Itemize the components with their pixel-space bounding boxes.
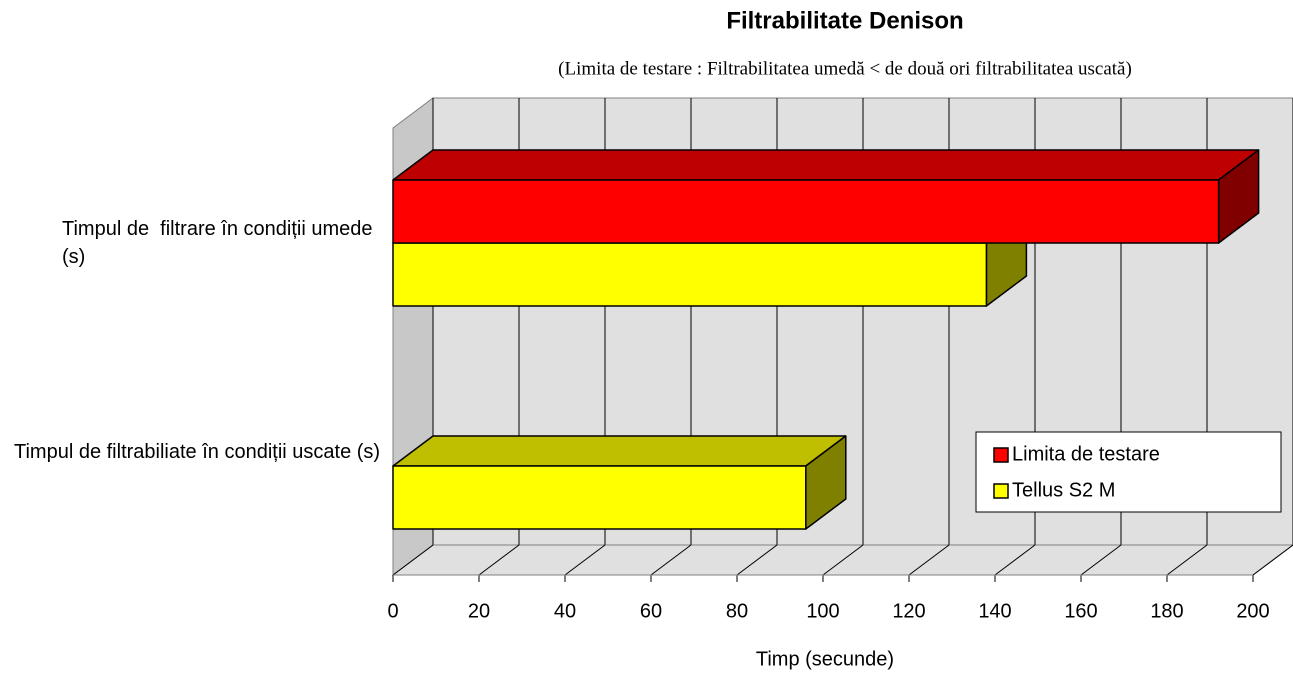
bar-top xyxy=(392,149,1260,181)
bar xyxy=(392,465,807,530)
legend-box xyxy=(975,431,1282,513)
x-tick-label: 40 xyxy=(554,600,576,622)
x-tick-label: 180 xyxy=(1150,600,1183,622)
y-tick-label: Timpul de filtrabiliate în condiții usca… xyxy=(14,441,381,463)
x-tick-label: 100 xyxy=(806,600,839,622)
x-tick-label: 160 xyxy=(1064,600,1097,622)
y-tick-label: Timpul de filtrare în condiții umede (s) xyxy=(62,218,379,268)
x-tick-label: 20 xyxy=(468,600,490,622)
x-tick-label: 80 xyxy=(726,600,748,622)
x-tick-label: 0 xyxy=(387,600,398,622)
bar xyxy=(392,242,988,307)
x-tick-label: 140 xyxy=(978,600,1011,622)
legend-label: Limita de testare xyxy=(1012,443,1160,465)
bar-top xyxy=(392,435,847,467)
floor-grid-line xyxy=(1166,544,1208,576)
x-axis-label: Timp (secunde) xyxy=(756,648,894,670)
legend: Limita de testare Tellus S2 M xyxy=(975,431,1282,513)
bar xyxy=(392,179,1220,244)
legend-label: Tellus S2 M xyxy=(1012,479,1115,501)
legend-swatch xyxy=(993,447,1009,463)
x-tick-label: 120 xyxy=(892,600,925,622)
floor-grid-line xyxy=(994,544,1036,576)
floor-grid-line xyxy=(1080,544,1122,576)
floor-grid-line xyxy=(908,544,950,576)
legend-swatch xyxy=(993,483,1009,499)
floor-grid-line xyxy=(736,544,778,576)
x-tick-label: 60 xyxy=(640,600,662,622)
chart-title: Filtrabilitate Denison xyxy=(726,7,963,34)
chart-subtitle: (Limita de testare : Filtrabilitatea ume… xyxy=(558,58,1132,79)
floor-grid-line xyxy=(822,544,864,576)
floor-grid-line xyxy=(650,544,692,576)
floor-grid-line xyxy=(564,544,606,576)
x-tick-label: 200 xyxy=(1236,600,1269,622)
floor-grid-line xyxy=(392,544,434,576)
floor-grid-line xyxy=(478,544,520,576)
floor-grid-line xyxy=(1252,544,1293,576)
